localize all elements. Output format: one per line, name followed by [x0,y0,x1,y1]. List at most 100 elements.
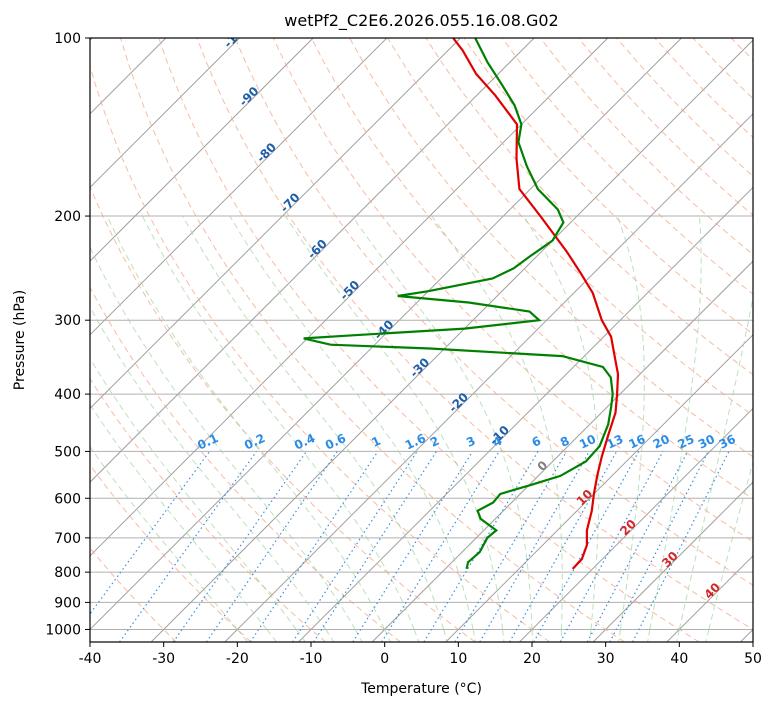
isotherm-mark: 30 [659,549,681,571]
mixing-ratio-label: 13 [604,432,625,452]
isotherm-line [90,38,682,631]
moist-adiabat-line [647,215,702,642]
x-tick-label: -10 [300,651,323,667]
isotherm-line [445,334,753,642]
dry-adiabat-line [90,64,551,642]
moist-adiabat-line [616,215,645,642]
moist-adiabat-line [229,215,477,642]
dry-adiabat-line [501,38,753,295]
moist-adiabat-line [705,460,753,642]
mixing-ratio-label: 30 [696,432,717,452]
mixing-ratio-line [423,451,539,642]
mixing-ratio-line [292,451,418,642]
isotherm-line [90,38,314,262]
isotherm-mark: -60 [305,237,330,262]
y-axis-ticks: 1000 900 800 700 600 500 400 300 200 100 [45,31,90,638]
dry-adiabats [90,38,775,642]
moist-adiabat-line [141,215,420,642]
y-axis-label: Pressure (hPa) [12,290,28,390]
mixing-ratio-line [205,451,338,642]
dry-adiabat-line [234,38,753,586]
y-tick-label: 500 [54,444,81,460]
x-tick-label: 40 [670,651,688,667]
x-axis-ticks: -40 -30 -20 -10 0 10 20 30 40 50 [79,642,762,667]
x-tick-label: 30 [597,651,615,667]
moist-adiabat-line [90,305,335,642]
dry-adiabat-line [616,38,753,177]
y-tick-label: 200 [54,209,81,225]
mixing-ratio-label: 0.1 [195,431,220,453]
temperature-profile-line [452,38,620,570]
isotherm-line [150,39,753,642]
mixing-ratio-lines [90,451,730,642]
pressure-gridlines [90,38,753,630]
dry-adiabat-line [769,38,775,642]
mixing-ratio-line [381,451,500,642]
mixing-ratio-label: 8 [558,434,571,450]
moist-adiabat-line [522,215,600,642]
dry-adiabat-line [540,38,753,256]
y-tick-label: 700 [54,531,81,547]
isotherm-mark: -100 [221,20,252,51]
mixing-ratio-label: 2 [428,434,441,450]
isotherm-mark: 40 [701,580,723,602]
y-tick-label: 600 [54,491,81,507]
moist-adiabat-line [90,403,278,642]
y-tick-label: 300 [54,313,81,329]
moist-adiabats [90,215,753,642]
plot-frame [89,37,754,643]
x-tick-label: 0 [380,651,389,667]
y-tick-label: 100 [54,31,81,47]
mixing-ratio-label: 6 [530,434,543,450]
moist-adiabat-line [90,445,249,642]
isotherm-mark: 0 [535,458,551,474]
moist-adiabat-line [106,215,392,642]
isotherm-line [90,38,535,483]
mixing-ratio-line [509,451,618,642]
isotherm-mark: -40 [371,317,396,342]
moist-adiabat-line [182,215,448,642]
x-tick-label: 20 [523,651,541,667]
mixing-ratio-line [172,451,307,642]
dry-adiabat-line [90,377,327,642]
dewpoint-profile-line [303,38,614,570]
isotherm-mark: -30 [407,355,432,380]
y-tick-label: 900 [54,595,81,611]
isotherm-line [592,481,753,642]
chart-title: wetPf2_C2E6.2026.055.16.08.G02 [284,11,558,31]
isotherm-line [90,38,388,336]
mixing-ratio-labels: 0.1 0.2 0.4 0.6 1 1.6 2 3 4 6 8 10 13 16 20 25 30 36 [195,431,737,453]
mixing-ratio-line [559,451,664,642]
isotherm-mark: -70 [277,190,302,215]
x-tick-label: -20 [226,651,249,667]
mixing-ratio-line [119,451,257,642]
mixing-ratio-label: 36 [717,432,738,452]
x-tick-label: 10 [449,651,467,667]
isotherm-mark: -50 [337,278,362,303]
mixing-ratio-line [586,451,689,642]
isotherm-line [224,113,753,642]
x-tick-label: 50 [744,651,762,667]
dry-adiabat-line [578,38,753,216]
dry-adiabat-line [463,38,753,335]
dry-adiabat-line [158,38,700,642]
isotherm-line [90,38,461,410]
moist-adiabat-line [351,215,533,642]
mixing-ratio-label: 20 [651,432,672,452]
moist-adiabat-line [90,246,363,642]
dry-adiabat-line [90,464,252,642]
y-tick-label: 800 [54,565,81,581]
isotherm-mark: 20 [617,517,639,539]
mixing-ratio-label: 3 [464,434,477,450]
isotherm-line [740,628,753,642]
dry-adiabat-line [196,38,753,631]
dry-adiabat-line [272,38,753,543]
mixing-ratio-line [479,451,590,642]
y-tick-label: 1000 [45,622,81,638]
dry-adiabat-line [692,38,753,100]
y-tick-label: 400 [54,387,81,403]
isotherm-line [371,260,753,642]
